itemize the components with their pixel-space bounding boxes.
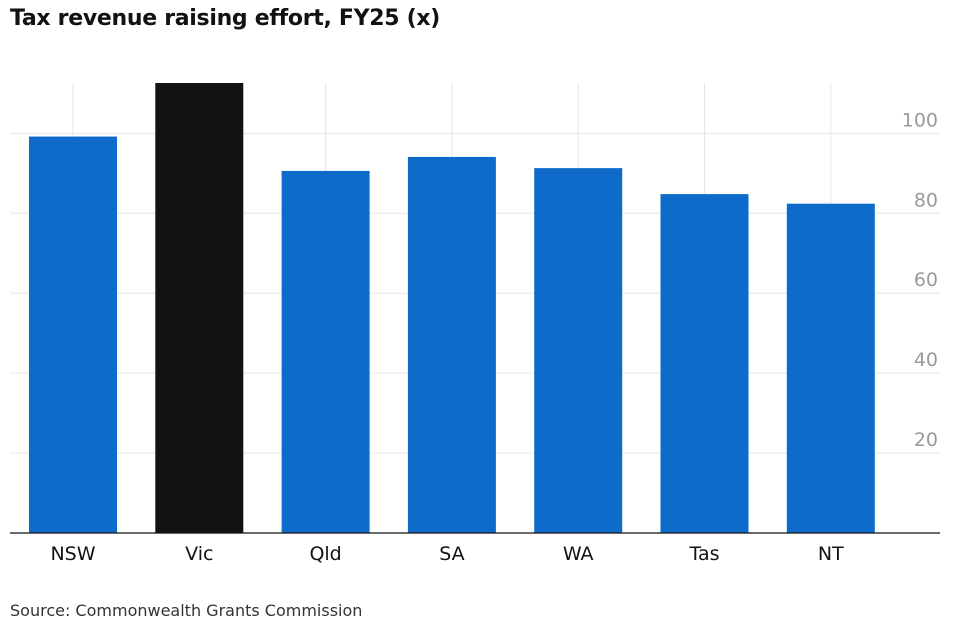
bar-tas <box>660 194 749 533</box>
bar-wa <box>534 168 623 533</box>
y-tick-label-20: 20 <box>914 429 938 451</box>
bar-nt <box>786 203 875 533</box>
x-tick-label-sa: SA <box>439 543 464 565</box>
x-axis-labels: NSW Vic Qld SA WA Tas NT <box>50 543 844 565</box>
y-tick-label-80: 80 <box>914 189 938 211</box>
bar-qld <box>281 170 370 533</box>
bar-nsw <box>29 136 117 533</box>
x-tick-label-qld: Qld <box>309 543 341 565</box>
y-axis-ticks: 20 40 60 80 100 <box>902 109 938 451</box>
x-tick-label-nt: NT <box>818 543 844 565</box>
y-tick-label-60: 60 <box>914 269 938 291</box>
x-tick-label-wa: WA <box>563 543 594 565</box>
bar-sa <box>407 156 496 534</box>
y-tick-label-100: 100 <box>902 109 938 131</box>
bar-vic <box>155 83 244 533</box>
y-tick-label-40: 40 <box>914 349 938 371</box>
bars <box>29 83 875 534</box>
chart-title: Tax revenue raising effort, FY25 (x) <box>10 6 441 31</box>
source-note: Source: Commonwealth Grants Commission <box>10 601 363 620</box>
x-tick-label-tas: Tas <box>688 543 719 565</box>
x-tick-label-vic: Vic <box>185 543 213 565</box>
x-tick-label-nsw: NSW <box>50 543 95 565</box>
